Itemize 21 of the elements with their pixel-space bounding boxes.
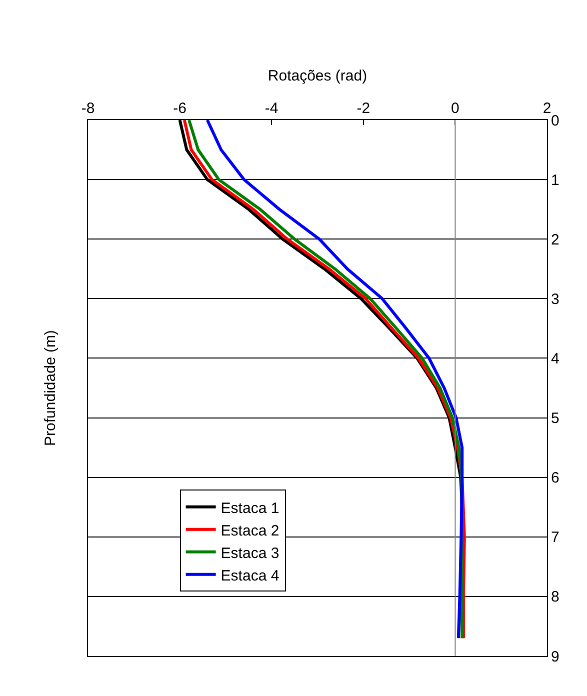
legend-label: Estaca 4: [220, 567, 280, 584]
y-tick-label: 7: [551, 529, 560, 546]
legend-label: Estaca 3: [220, 544, 280, 562]
x-tick-label: 0: [451, 100, 460, 117]
y-tick-label: 1: [551, 172, 560, 189]
y-tick-label: 3: [551, 290, 560, 308]
x-tick-label: -6: [173, 100, 186, 117]
y-tick-label: 4: [551, 350, 560, 368]
x-axis-title: Rotações (rad): [268, 67, 368, 84]
x-tick-label: -8: [81, 100, 95, 117]
y-tick-label: 8: [551, 588, 560, 606]
y-tick-label: 0: [551, 112, 560, 130]
y-tick-label: 5: [551, 410, 560, 428]
y-tick-label: 2: [551, 231, 560, 248]
x-tick-label: -2: [356, 100, 370, 117]
legend-label: Estaca 2: [220, 522, 280, 540]
x-tick-label: -4: [264, 100, 278, 117]
y-tick-label: 6: [551, 470, 560, 487]
legend-label: Estaca 1: [220, 500, 280, 517]
y-axis-title: Profundidade (m): [42, 330, 59, 446]
y-tick-label: 9: [551, 648, 560, 666]
